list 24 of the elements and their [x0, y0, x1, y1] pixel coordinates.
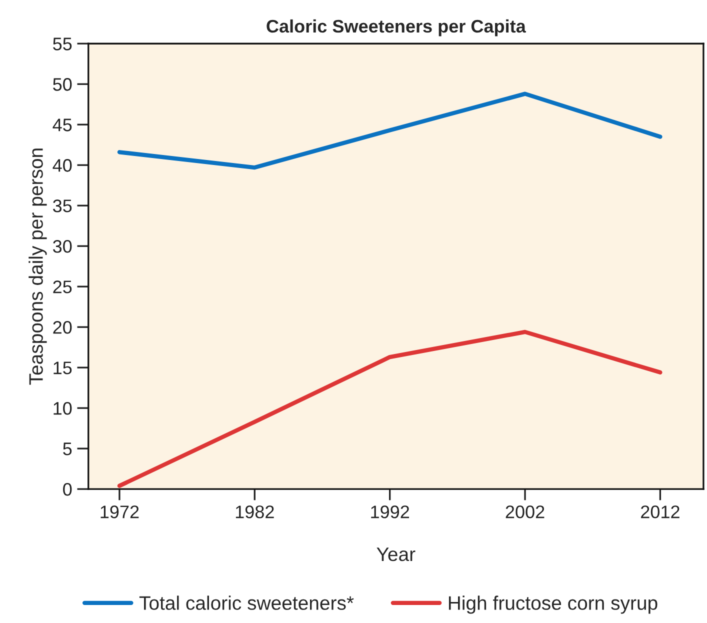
y-tick-label: 55 — [53, 38, 72, 50]
x-tick-label: 1972 — [100, 506, 139, 518]
y-tick-label: 45 — [52, 118, 72, 132]
y-tick-label: 5 — [63, 442, 72, 456]
y-tick-label: 50 — [53, 78, 72, 91]
x-tick-label: 1992 — [371, 506, 410, 518]
y-tick-label: 30 — [53, 240, 72, 253]
line-series — [117, 92, 662, 170]
y-tick-label: 15 — [54, 362, 72, 374]
y-tick-label: 40 — [52, 159, 72, 172]
legend-label: Total caloric sweeteners* — [139, 596, 354, 610]
line-series — [117, 330, 662, 488]
chart-title: Caloric Sweeteners per Capita — [266, 19, 526, 36]
y-tick-label: 10 — [54, 402, 72, 415]
x-tick-label: 2002 — [506, 506, 544, 518]
x-axis-title: Year — [376, 548, 416, 562]
y-tick-label: 35 — [53, 200, 72, 212]
x-tick-label: 1982 — [236, 506, 274, 518]
y-axis-title: Teaspoons daily per person — [28, 148, 47, 385]
x-tick-label: 2012 — [641, 506, 680, 518]
y-tick-label: 0 — [63, 482, 72, 496]
y-tick-label: 25 — [53, 280, 72, 294]
y-tick-label: 20 — [53, 321, 72, 334]
legend-label: High fructose corn syrup — [448, 596, 658, 614]
